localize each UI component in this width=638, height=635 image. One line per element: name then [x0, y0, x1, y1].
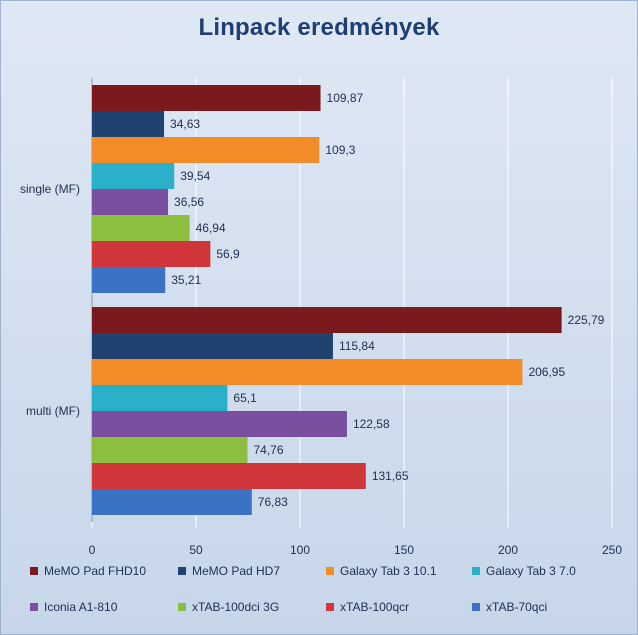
- data-label: 65,1: [233, 391, 257, 405]
- legend-item: Iconia A1-810: [30, 600, 117, 614]
- legend-label: MeMO Pad FHD10: [44, 564, 147, 578]
- chart-title: Linpack eredmények: [198, 14, 440, 41]
- data-label: 115,84: [339, 339, 375, 353]
- legend-item: Galaxy Tab 3 7.0: [472, 564, 576, 578]
- data-label: 109,3: [325, 143, 355, 157]
- data-label: 56,9: [216, 247, 240, 261]
- data-label: 34,63: [170, 117, 200, 131]
- bar: [92, 437, 248, 463]
- bar: [92, 333, 333, 359]
- legend-label: Galaxy Tab 3 10.1: [340, 564, 437, 578]
- legend-item: MeMO Pad HD7: [178, 564, 280, 578]
- bar: [92, 137, 320, 163]
- bar: [92, 359, 523, 385]
- legend-item: xTAB-100dci 3G: [178, 600, 279, 614]
- x-tick-label: 100: [290, 543, 310, 557]
- bar: [92, 267, 166, 293]
- data-label: 39,54: [180, 169, 210, 183]
- data-label: 225,79: [568, 313, 605, 327]
- data-label: 76,83: [258, 495, 288, 509]
- bar: [92, 215, 190, 241]
- bar: [92, 241, 211, 267]
- legend-label: xTAB-100qcr: [340, 600, 410, 614]
- bar: [92, 411, 347, 437]
- legend-label: xTAB-70qci: [486, 600, 548, 614]
- legend-label: Iconia A1-810: [44, 600, 118, 614]
- data-label: 122,58: [353, 417, 390, 431]
- data-label: 109,87: [327, 91, 364, 105]
- legend-item: MeMO Pad FHD10: [30, 564, 146, 578]
- bar: [92, 307, 562, 333]
- x-tick-label: 0: [89, 543, 96, 557]
- legend-item: Galaxy Tab 3 10.1: [326, 564, 437, 578]
- bar-chart: 0 50 100 150 200 250 single (MF) 109,87 34,63 109…: [20, 78, 622, 557]
- bar: [92, 463, 366, 489]
- legend-swatch: [326, 603, 334, 611]
- data-label: 35,21: [171, 273, 201, 287]
- data-label: 46,94: [196, 221, 226, 235]
- x-tick-label: 200: [498, 543, 518, 557]
- legend-swatch: [178, 603, 186, 611]
- bar: [92, 385, 228, 411]
- bar: [92, 489, 252, 515]
- legend-swatch: [30, 567, 38, 575]
- legend-item: xTAB-70qci: [472, 600, 547, 614]
- x-tick-label: 50: [189, 543, 203, 557]
- legend-swatch: [178, 567, 186, 575]
- bar: [92, 111, 165, 137]
- legend-label: MeMO Pad HD7: [192, 564, 281, 578]
- legend-swatch: [30, 603, 38, 611]
- x-tick-label: 150: [394, 543, 414, 557]
- data-label: 74,76: [254, 443, 284, 457]
- legend: MeMO Pad FHD10 MeMO Pad HD7 Galaxy Tab 3 1…: [30, 564, 630, 624]
- legend-swatch: [472, 603, 480, 611]
- legend-label: Galaxy Tab 3 7.0: [486, 564, 576, 578]
- category-label: single (MF): [20, 182, 80, 196]
- bar: [92, 189, 169, 215]
- data-label: 36,56: [174, 195, 204, 209]
- legend-label: xTAB-100dci 3G: [192, 600, 280, 614]
- data-label: 206,95: [528, 365, 565, 379]
- category-label: multi (MF): [26, 404, 80, 418]
- legend-swatch: [326, 567, 334, 575]
- legend-item: xTAB-100qcr: [326, 600, 409, 614]
- legend-swatch: [472, 567, 480, 575]
- x-tick-label: 250: [602, 543, 622, 557]
- bar: [92, 85, 321, 111]
- data-label: 131,65: [372, 469, 409, 483]
- bar: [92, 163, 175, 189]
